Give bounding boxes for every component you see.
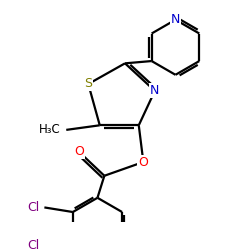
- Text: N: N: [171, 13, 180, 26]
- Text: O: O: [74, 146, 84, 158]
- Text: Cl: Cl: [28, 201, 40, 214]
- Text: O: O: [138, 156, 148, 168]
- Text: H₃C: H₃C: [39, 124, 61, 136]
- Text: Cl: Cl: [28, 238, 40, 250]
- Text: N: N: [150, 84, 160, 97]
- Text: S: S: [84, 78, 92, 90]
